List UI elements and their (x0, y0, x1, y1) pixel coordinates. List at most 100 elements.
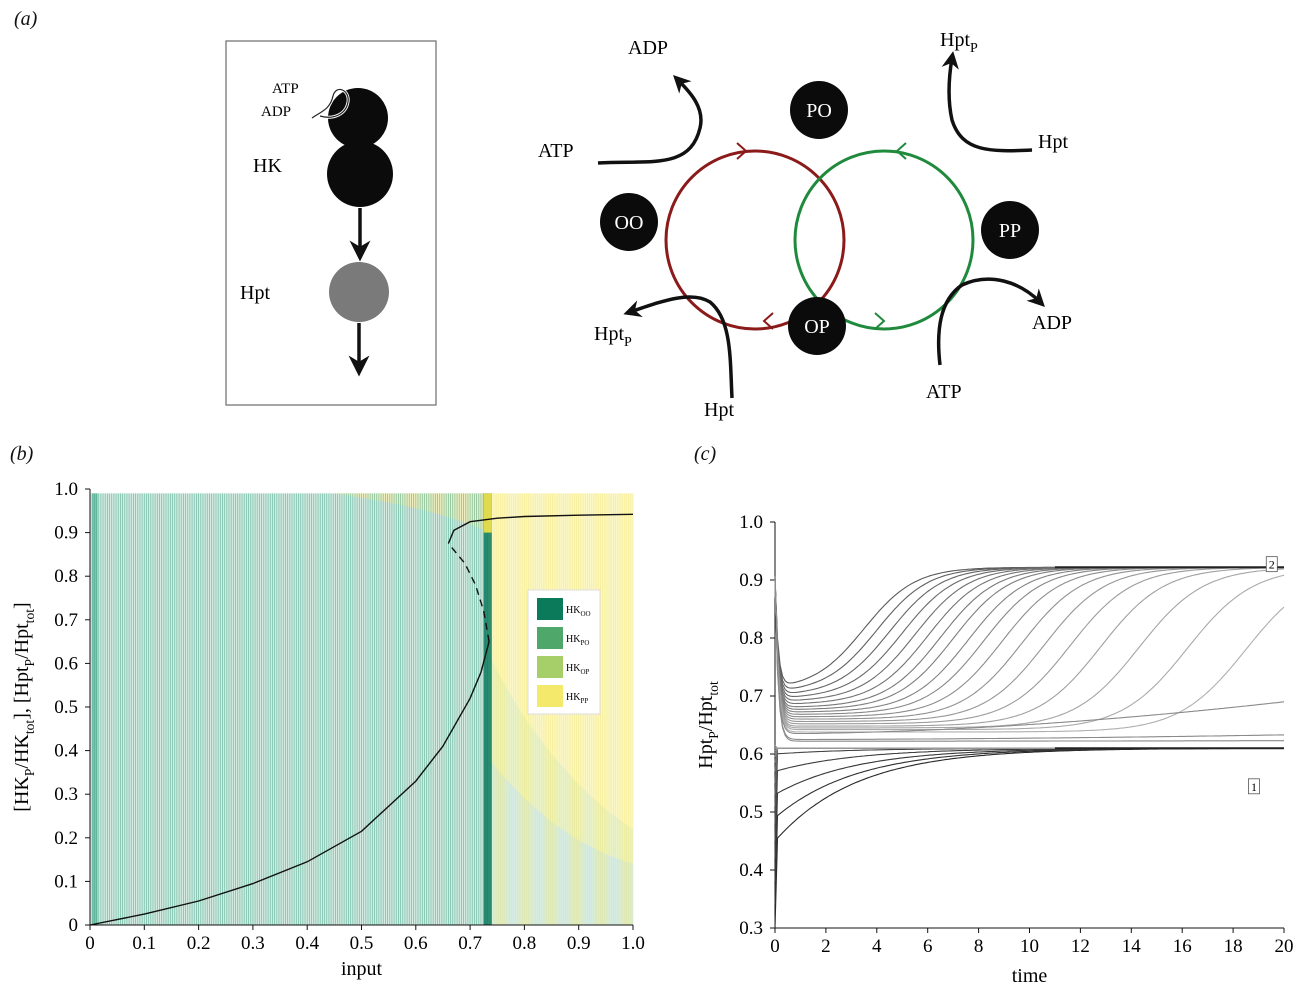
hpt-right-label: Hpt (1038, 131, 1068, 153)
x-tick-label: 8 (974, 936, 984, 957)
atp-left-label: ATP (538, 140, 574, 162)
x-tick-label: 2 (821, 936, 831, 957)
legend-swatch (537, 656, 563, 678)
y-tick-label: 0.5 (739, 802, 763, 823)
x-tick-label: 0.1 (132, 933, 156, 954)
adp-right-label: ADP (1032, 312, 1072, 334)
bifurcation-band (483, 493, 492, 925)
hptp-top-base: Hpt (940, 29, 970, 51)
x-tick-label: 0.5 (350, 933, 374, 954)
trajectory-lower (774, 747, 1284, 859)
legend-label-base: HK (566, 605, 581, 616)
x-tick-label: 0.9 (567, 933, 591, 954)
box-label-text: 1 (1251, 780, 1257, 794)
trajectory-lower (774, 747, 1284, 882)
box-label-frame (1265, 556, 1278, 573)
y-axis-label-part: P (22, 768, 37, 776)
hpt-to-hptp-top-arrow (941, 51, 1033, 153)
trajectory-upper (774, 566, 1284, 725)
x-tick-label: 1.0 (621, 933, 645, 954)
hptp-left-label: HptP (594, 323, 632, 350)
trajectory-slow (774, 579, 1285, 735)
atp-to-adp-top-arrow (597, 75, 703, 165)
legend-label-sub: OP (580, 668, 589, 676)
legend-swatch (537, 598, 563, 620)
panel-label-b: (b) (10, 443, 34, 465)
atp-label: ATP (272, 81, 299, 97)
x-tick-label: 0.2 (187, 933, 211, 954)
bifurcation-band-top (483, 493, 492, 533)
box-label-frame (1248, 778, 1260, 795)
trajectory-upper (774, 566, 1284, 718)
y-tick-label: 0.8 (54, 566, 78, 587)
x-axis-label: time (1012, 965, 1048, 987)
x-tick-label: 12 (1071, 936, 1090, 957)
y-tick-label: 0.7 (739, 686, 763, 707)
chart-c-time-course: 0 2 4 6 8 10 12 14 16 18 200.30.40.50.60.70.80.91.… (695, 512, 1294, 987)
trajectory-slow (774, 579, 1284, 741)
y-tick-label: 0.6 (739, 744, 763, 765)
stable-branch-lower (89, 641, 490, 926)
hptp-left-sub: P (624, 335, 632, 350)
legend-label: HKOP (566, 663, 590, 676)
trajectory-upper (774, 566, 1284, 694)
legend-label-base: HK (566, 634, 581, 645)
red-cycle-ring (664, 149, 846, 331)
edge-band-left (92, 493, 98, 925)
schematic-frame (225, 40, 437, 406)
box-label-text: 2 (1269, 558, 1275, 572)
y-tick-label: 0.1 (54, 871, 78, 892)
node-po (790, 81, 848, 139)
y-tick-label: 1.0 (739, 512, 763, 533)
trajectory-upper (774, 568, 1285, 729)
panel-label-c: (c) (694, 443, 717, 465)
legend-label-sub: OO (580, 610, 590, 618)
panel-label-a: (a) (14, 8, 38, 30)
y-tick-label: 0.2 (54, 828, 78, 849)
x-tick-label: 0.7 (458, 933, 482, 954)
node-po-label: PO (806, 100, 832, 122)
red-cycle-chevron-top (736, 142, 748, 160)
x-tick-label: 0 (770, 936, 780, 957)
node-pp-label: PP (999, 220, 1021, 242)
area-hkoo-right (489, 759, 633, 925)
node-pp (981, 201, 1039, 259)
x-tick-label: 0.4 (295, 933, 319, 954)
hptp-top-sub: P (970, 41, 978, 56)
y-tick-label: 0.7 (54, 610, 78, 631)
legend-label-sub: PP (580, 697, 588, 705)
y-axis-label-part: tot (22, 720, 37, 735)
hk-label: HK (253, 155, 282, 177)
adp-label: ADP (261, 104, 291, 120)
node-op (788, 297, 846, 355)
trajectory-slow (774, 579, 1284, 742)
atp-adp-loop-outline-icon (311, 88, 349, 119)
trajectory-upper (774, 566, 1284, 710)
legend-swatch (537, 685, 563, 707)
hpt-bottom-label: Hpt (704, 399, 734, 421)
x-tick-label: 0.8 (513, 933, 537, 954)
red-cycle-chevron-bottom (762, 312, 774, 330)
y-axis-label: HptP/Hpttot (695, 681, 721, 769)
y-tick-label: 1.0 (54, 479, 78, 500)
y-tick-label: 0.6 (54, 653, 78, 674)
legend-label: HKPP (566, 692, 588, 705)
node-oo-label: OO (615, 212, 644, 234)
y-tick-label: 0.4 (54, 741, 78, 762)
trajectory-upper (774, 574, 1285, 731)
hptp-top-label: HptP (940, 29, 978, 56)
trajectory-group (774, 566, 1285, 929)
y-axis-label-part: P (706, 731, 721, 739)
node-oo (600, 193, 658, 251)
hk-domain-top (328, 88, 388, 148)
hptp-left-base: Hpt (594, 323, 624, 345)
node-op-label: OP (804, 316, 830, 338)
legend-label-base: HK (566, 692, 581, 703)
y-tick-label: 0.9 (739, 570, 763, 591)
y-axis-label-part: ] (11, 602, 33, 609)
phosphorylation-cycle-diagram: PO OO PP OP ADP ATP HptP Hpt ADP ATP Hpt… (538, 29, 1072, 421)
atp-to-adp-bottom-arrow (936, 277, 1045, 366)
legend-label-sub: PO (580, 639, 589, 647)
unstable-branch (447, 543, 490, 642)
